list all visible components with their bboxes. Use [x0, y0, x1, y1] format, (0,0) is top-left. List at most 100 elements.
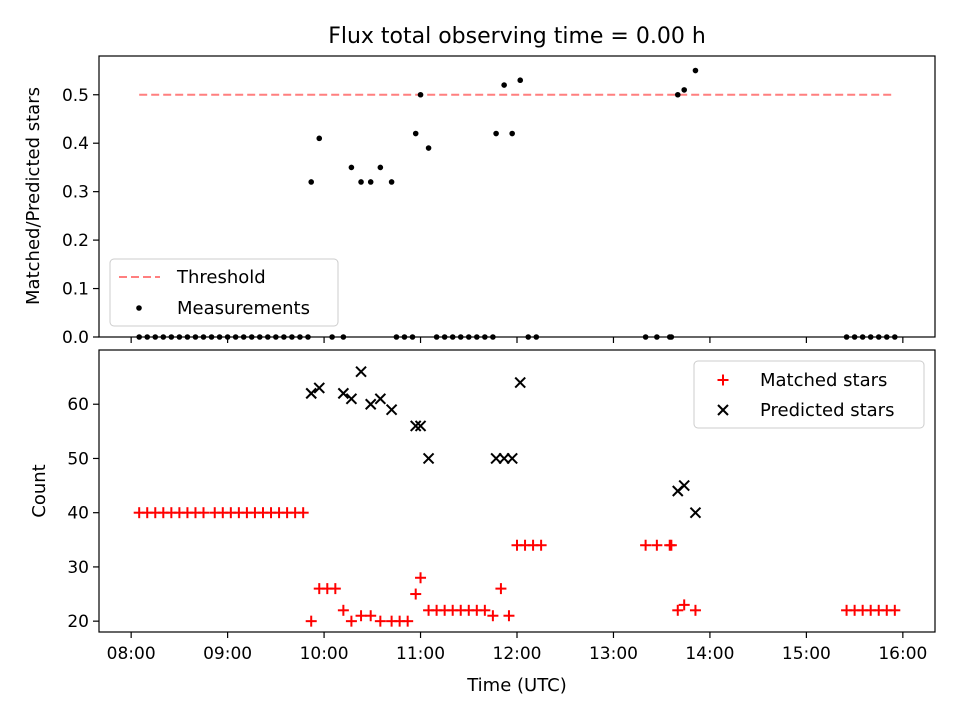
measurement-point [348, 164, 355, 171]
measurement-point [401, 334, 408, 340]
measurement-point [417, 91, 424, 98]
top-y-tick-label: 0.5 [62, 86, 89, 106]
matched-star-marker [689, 604, 701, 616]
measurement-point [305, 334, 311, 340]
measurement-point [377, 164, 384, 171]
top-y-axis-label: Matched/Predicted stars [23, 87, 44, 305]
top-y-tick-label: 0.4 [62, 134, 89, 154]
measurement-point [525, 334, 532, 340]
measurement-point [176, 334, 183, 340]
top-axes: 0.0 0.1 0.2 0.3 0.4 0.5 Threshold Measurements [62, 55, 936, 348]
matched-star-marker [503, 610, 515, 622]
bottom-y-tick-label: 60 [67, 395, 89, 415]
predicted-star-stroke [410, 420, 422, 432]
bottom-y-tick-label: 50 [67, 449, 89, 469]
measurement-point [441, 334, 448, 340]
top-y-tick-label: 0.1 [62, 280, 89, 300]
legend-box [693, 360, 925, 429]
measurement-point [256, 334, 263, 340]
top-y-tick-label: 0.2 [62, 231, 89, 251]
measurement-point [248, 334, 255, 340]
measurement-point [184, 334, 191, 340]
measurement-point [200, 334, 207, 340]
bottom-legend: Matched stars Predicted stars [693, 360, 925, 429]
measurement-point [674, 91, 681, 98]
matched-star-marker [889, 604, 901, 616]
predicted-star-marker [345, 393, 358, 405]
measurement-point [433, 334, 440, 340]
predicted-star-marker [689, 506, 702, 519]
matched-star-marker [495, 583, 507, 595]
matched-star-marker [479, 604, 491, 616]
predicted-star-marker [364, 398, 377, 410]
predicted-star-stroke [337, 387, 350, 400]
measurement-point [465, 334, 472, 340]
matched-star-marker [402, 615, 414, 627]
measurement-point [316, 135, 323, 142]
bottom-y-axis-label: Count [29, 464, 50, 517]
predicted-star-stroke [385, 403, 398, 416]
matched-star-marker [374, 615, 386, 627]
measurement-point [449, 334, 456, 340]
predicted-star-stroke [364, 398, 377, 410]
measurement-point [482, 334, 488, 340]
measurement-point [152, 334, 159, 340]
x-tick-label: 10:00 [300, 644, 349, 664]
measurement-point [843, 334, 850, 340]
measurement-point [168, 334, 175, 340]
measurement-point [501, 82, 507, 88]
matched-star-marker [305, 615, 317, 627]
measurement-point [867, 334, 874, 340]
measurement-point [308, 179, 315, 185]
measurement-point [265, 334, 271, 340]
predicted-star-stroke [506, 452, 518, 465]
legend-threshold-label: Threshold [176, 267, 266, 288]
matched-star-marker [665, 539, 677, 551]
measurement-point [474, 334, 480, 340]
x-tick-label: 12:00 [493, 644, 542, 664]
chart-title: Flux total observing time = 0.00 h [328, 24, 706, 49]
x-axis-label: Time (UTC) [466, 675, 567, 696]
measurement-point [692, 67, 699, 74]
predicted-star-marker [410, 420, 422, 432]
x-tick-label: 08:00 [107, 644, 156, 664]
predicted-star-marker [506, 452, 518, 465]
measurement-point [851, 334, 858, 340]
measurement-point [493, 130, 499, 137]
predicted-star-stroke [678, 479, 690, 492]
matched-star-marker [198, 507, 209, 519]
measurement-point [216, 334, 223, 340]
bottom-y-tick-label: 40 [67, 504, 89, 524]
measurement-point [875, 334, 882, 340]
matched-star-marker [329, 583, 341, 595]
measurement-point [533, 334, 540, 340]
measurement-point [654, 334, 660, 340]
predicted-star-marker [514, 376, 526, 389]
measurement-point [367, 179, 374, 185]
measurement-point [388, 179, 395, 185]
predicted-star-marker [313, 382, 325, 394]
legend-predicted-swatch [717, 404, 729, 416]
legend-predicted-label: Predicted stars [760, 400, 894, 421]
measurement-point [208, 334, 215, 340]
measurement-point [509, 130, 515, 137]
legend-measurement-swatch [136, 305, 142, 311]
predicted-star-stroke [689, 506, 702, 519]
measurement-point [136, 334, 142, 340]
measurement-point [240, 334, 247, 340]
predicted-star-marker [374, 393, 387, 405]
bottom-y-tick-label: 20 [67, 612, 89, 632]
measurement-point [883, 334, 890, 340]
predicted-star-stroke [313, 382, 325, 394]
measurement-point [224, 334, 231, 340]
measurement-point [297, 334, 303, 340]
predicted-star-marker [422, 452, 435, 465]
matched-star-marker [487, 610, 499, 622]
predicted-star-marker [385, 403, 398, 416]
measurement-point [329, 334, 335, 340]
x-tick-label: 11:00 [396, 644, 445, 664]
matched-star-marker [415, 572, 427, 584]
measurement-point [681, 87, 687, 93]
predicted-star-stroke [345, 393, 358, 405]
